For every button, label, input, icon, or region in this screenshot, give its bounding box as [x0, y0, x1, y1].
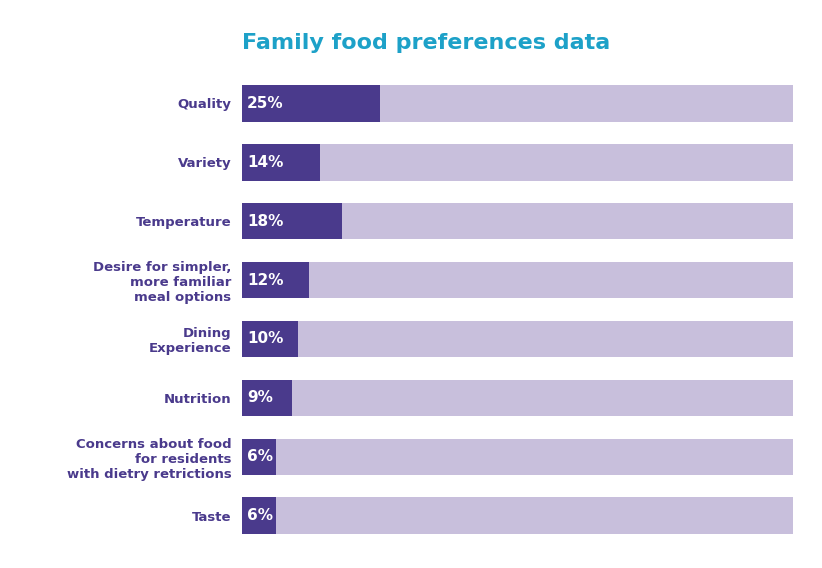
Bar: [242, 379, 793, 416]
Text: 18%: 18%: [247, 214, 284, 229]
Bar: [242, 321, 793, 357]
Bar: [242, 379, 292, 416]
Bar: [242, 438, 275, 475]
Bar: [242, 85, 793, 122]
Text: 14%: 14%: [247, 155, 284, 170]
Text: 9%: 9%: [247, 390, 273, 406]
Bar: [242, 262, 308, 298]
Bar: [242, 144, 793, 181]
Text: 10%: 10%: [247, 332, 284, 346]
Text: Family food preferences data: Family food preferences data: [242, 33, 611, 53]
Bar: [242, 85, 380, 122]
Bar: [242, 438, 793, 475]
Bar: [242, 203, 342, 240]
Bar: [242, 144, 320, 181]
Text: 12%: 12%: [247, 273, 284, 287]
Bar: [242, 498, 793, 534]
Text: 6%: 6%: [247, 508, 273, 523]
Text: 6%: 6%: [247, 449, 273, 464]
Bar: [242, 203, 793, 240]
Bar: [242, 321, 298, 357]
Bar: [242, 498, 275, 534]
Bar: [242, 262, 793, 298]
Text: 25%: 25%: [247, 96, 284, 111]
